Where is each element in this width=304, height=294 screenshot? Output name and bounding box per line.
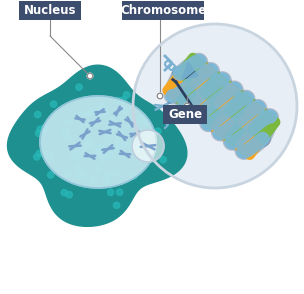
Circle shape bbox=[125, 141, 131, 148]
Circle shape bbox=[107, 151, 113, 158]
Circle shape bbox=[33, 154, 40, 160]
Circle shape bbox=[97, 105, 103, 111]
Circle shape bbox=[132, 138, 138, 144]
Circle shape bbox=[118, 132, 124, 138]
Circle shape bbox=[115, 146, 121, 152]
Circle shape bbox=[47, 172, 54, 178]
Circle shape bbox=[47, 153, 54, 160]
Circle shape bbox=[110, 125, 116, 131]
Circle shape bbox=[86, 110, 92, 116]
Circle shape bbox=[141, 156, 148, 162]
Polygon shape bbox=[182, 62, 198, 79]
Circle shape bbox=[64, 135, 71, 142]
Circle shape bbox=[103, 178, 110, 184]
Circle shape bbox=[123, 92, 130, 98]
Circle shape bbox=[66, 191, 72, 198]
Circle shape bbox=[136, 116, 143, 123]
Text: Gene: Gene bbox=[168, 108, 202, 121]
Circle shape bbox=[75, 165, 82, 172]
Circle shape bbox=[184, 103, 190, 109]
Circle shape bbox=[74, 171, 80, 178]
Circle shape bbox=[41, 125, 48, 132]
Circle shape bbox=[79, 112, 85, 119]
Circle shape bbox=[94, 149, 101, 155]
Circle shape bbox=[113, 202, 120, 208]
Circle shape bbox=[132, 130, 164, 162]
Circle shape bbox=[76, 84, 82, 90]
Circle shape bbox=[65, 170, 71, 176]
Circle shape bbox=[133, 24, 297, 188]
Circle shape bbox=[35, 130, 42, 136]
Circle shape bbox=[75, 153, 81, 159]
Polygon shape bbox=[8, 65, 187, 226]
FancyBboxPatch shape bbox=[122, 1, 204, 19]
Circle shape bbox=[100, 112, 106, 118]
Circle shape bbox=[130, 173, 137, 179]
Circle shape bbox=[34, 111, 41, 118]
Circle shape bbox=[81, 171, 87, 178]
Circle shape bbox=[99, 104, 105, 110]
Circle shape bbox=[99, 153, 105, 159]
Circle shape bbox=[50, 101, 57, 107]
Circle shape bbox=[133, 148, 139, 154]
Circle shape bbox=[83, 143, 89, 149]
Circle shape bbox=[36, 150, 43, 157]
Circle shape bbox=[37, 126, 43, 133]
Circle shape bbox=[40, 150, 46, 156]
Circle shape bbox=[105, 138, 112, 144]
Circle shape bbox=[112, 144, 119, 150]
Circle shape bbox=[77, 147, 84, 153]
Text: Chromosome: Chromosome bbox=[120, 4, 206, 16]
Circle shape bbox=[101, 154, 107, 161]
Circle shape bbox=[115, 98, 122, 104]
Circle shape bbox=[96, 147, 102, 154]
Circle shape bbox=[109, 117, 115, 124]
Circle shape bbox=[90, 177, 96, 183]
Circle shape bbox=[61, 189, 67, 196]
FancyBboxPatch shape bbox=[163, 104, 207, 123]
Circle shape bbox=[40, 131, 46, 137]
Circle shape bbox=[88, 141, 95, 147]
Circle shape bbox=[107, 189, 114, 196]
Circle shape bbox=[157, 93, 163, 99]
Circle shape bbox=[121, 141, 127, 148]
Circle shape bbox=[115, 138, 121, 144]
Circle shape bbox=[102, 110, 109, 116]
Circle shape bbox=[71, 152, 77, 158]
Circle shape bbox=[116, 135, 122, 142]
Circle shape bbox=[66, 119, 72, 125]
Circle shape bbox=[62, 128, 68, 135]
Circle shape bbox=[84, 141, 91, 148]
FancyBboxPatch shape bbox=[19, 1, 81, 19]
Circle shape bbox=[103, 149, 109, 156]
Circle shape bbox=[110, 124, 116, 130]
Circle shape bbox=[97, 145, 103, 151]
Circle shape bbox=[155, 128, 161, 134]
Circle shape bbox=[87, 73, 93, 79]
Circle shape bbox=[95, 166, 101, 172]
Circle shape bbox=[106, 130, 112, 136]
Circle shape bbox=[85, 138, 92, 144]
Circle shape bbox=[116, 189, 123, 196]
Circle shape bbox=[81, 123, 87, 129]
Ellipse shape bbox=[40, 96, 156, 188]
Circle shape bbox=[120, 97, 126, 103]
Circle shape bbox=[160, 156, 166, 163]
Circle shape bbox=[143, 118, 150, 125]
Circle shape bbox=[113, 170, 119, 176]
Circle shape bbox=[122, 107, 128, 113]
Circle shape bbox=[87, 108, 94, 115]
Circle shape bbox=[41, 124, 48, 131]
Text: Nucleus: Nucleus bbox=[24, 4, 76, 16]
Circle shape bbox=[85, 153, 91, 159]
Circle shape bbox=[105, 171, 111, 177]
